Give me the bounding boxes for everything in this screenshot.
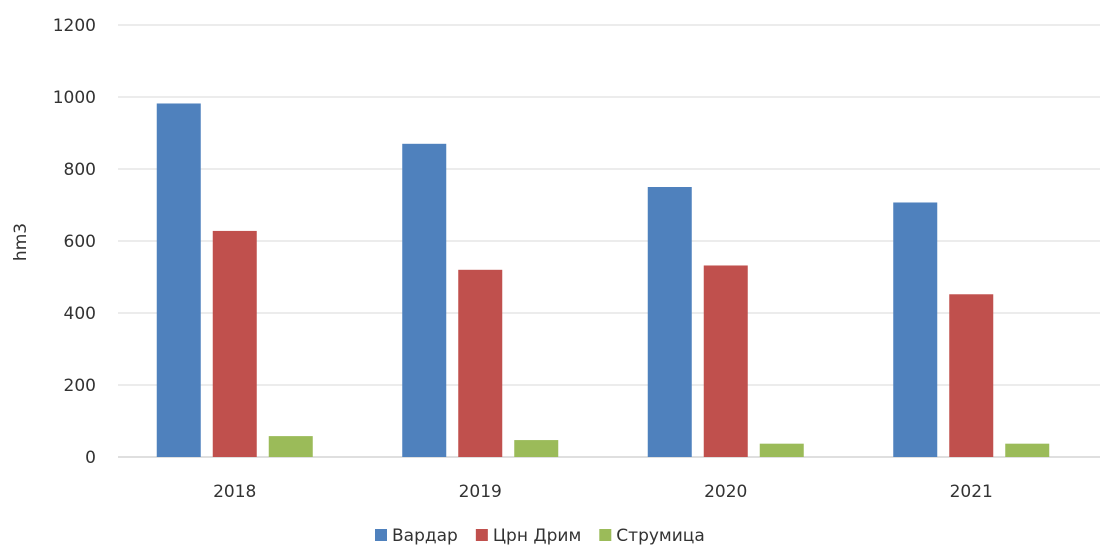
x-tick-label: 2020: [704, 482, 747, 502]
y-tick-label: 1200: [53, 16, 96, 36]
y-tick-label: 600: [64, 232, 96, 252]
x-tick-label: 2021: [950, 482, 993, 502]
x-axis-ticks: 2018 2019 2020 2021: [213, 482, 993, 502]
legend-swatch: [475, 529, 488, 541]
legend-label: Црн Дрим: [493, 526, 581, 546]
y-tick-label: 0: [85, 448, 96, 468]
y-tick-label: 800: [64, 160, 96, 180]
bar: [893, 202, 938, 457]
bars: [156, 103, 1050, 458]
bar: [156, 103, 201, 457]
bar: [458, 269, 503, 457]
bar: [1005, 443, 1050, 457]
bar: [949, 294, 994, 457]
legend: Вардар Црн Дрим Струмица: [375, 526, 705, 546]
x-tick-label: 2018: [213, 482, 256, 502]
gridlines: [118, 24, 1100, 458]
bar: [268, 436, 313, 457]
bar: [212, 230, 257, 457]
y-axis-title: hm3: [11, 223, 31, 261]
legend-label: Струмица: [616, 526, 705, 546]
y-tick-label: 400: [64, 304, 96, 324]
y-axis-ticks: 0 200 400 600 800 1000 1200: [53, 16, 96, 468]
bar: [402, 143, 447, 458]
bar: [514, 440, 559, 457]
legend-swatch: [599, 529, 612, 541]
bar: [703, 265, 748, 457]
y-tick-label: 1000: [53, 88, 96, 108]
y-tick-label: 200: [64, 376, 96, 396]
legend-label: Вардар: [392, 526, 458, 546]
bar: [647, 187, 692, 457]
legend-swatch: [375, 529, 387, 541]
x-tick-label: 2019: [459, 482, 502, 502]
bar: [759, 443, 804, 457]
